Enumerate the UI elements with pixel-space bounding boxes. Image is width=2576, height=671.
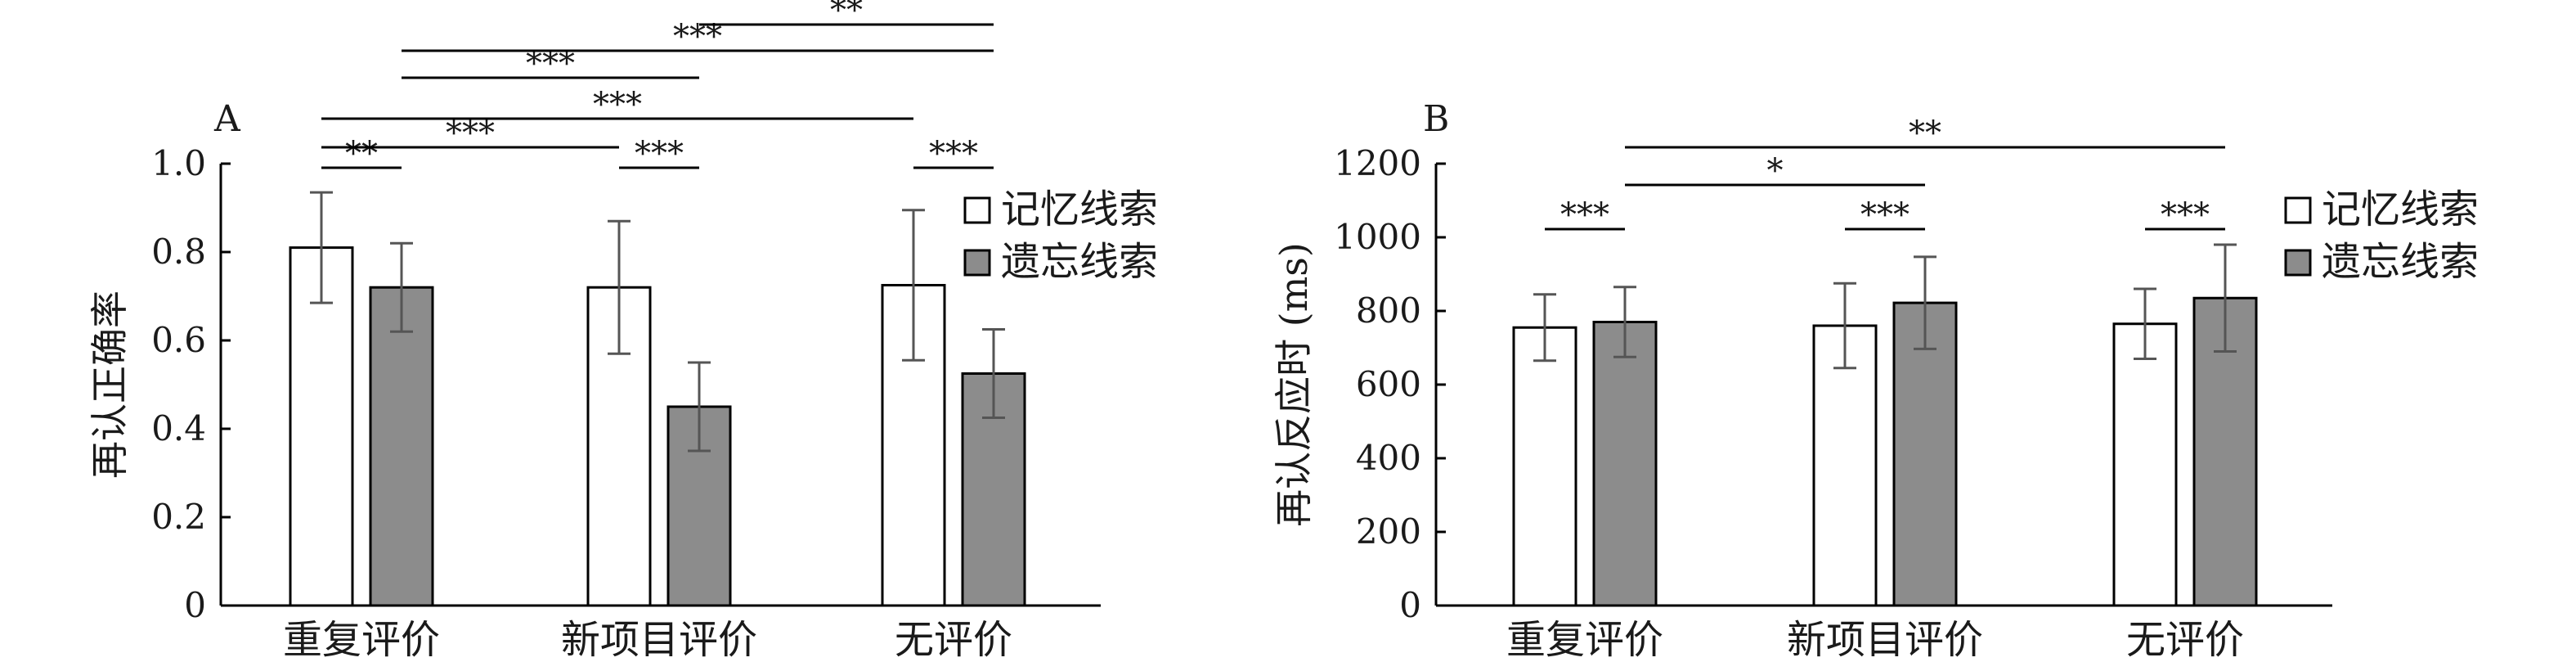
panel-b-significance-label: *** <box>1860 196 1910 234</box>
panel-a-bar <box>961 372 1026 607</box>
panel-a-bar <box>289 246 354 607</box>
panel-a-x-category-label: 无评价 <box>895 617 1012 663</box>
panel-b-significance-label: *** <box>2161 196 2210 234</box>
panel-b-legend-label: 记忆线索 <box>2322 187 2479 232</box>
panel-b-y-tick-label: 1000 <box>1334 217 1421 257</box>
panel-a-y-tick-label: 0.6 <box>151 320 206 360</box>
panel-b-y-tick-label: 1200 <box>1334 143 1421 183</box>
panel-a-y-tick-label: 0 <box>184 585 206 625</box>
panel-a-y-axis-title: 再认正确率 <box>88 290 132 479</box>
panel-b-bar <box>1892 301 1958 607</box>
panel-a-y-tick-label: 0.4 <box>151 408 206 448</box>
panel-b-y-tick-label: 600 <box>1356 364 1421 404</box>
panel-a-significance-label: ** <box>830 0 863 29</box>
panel-b-legend-label: 遗忘线索 <box>2322 239 2479 285</box>
panel-b-significance-label: ** <box>1909 115 1941 152</box>
panel-a-label: A <box>213 98 241 140</box>
panel-a-significance-label: *** <box>446 115 495 152</box>
panel-b-x-category-label: 新项目评价 <box>1787 617 1983 663</box>
panel-a-x-category-label: 重复评价 <box>283 617 440 663</box>
panel-a-bar <box>369 286 434 607</box>
panel-b-significance-label: *** <box>1560 196 1609 234</box>
panel-a-y-tick-label: 0.8 <box>151 232 206 272</box>
panel-b-bar <box>1812 324 1878 607</box>
panel-b-y-tick-label: 0 <box>1399 585 1421 625</box>
panel-a-significance-label: *** <box>635 135 684 173</box>
panel-b-bar <box>1512 326 1577 607</box>
panel-a-significance-label: ** <box>345 135 378 173</box>
panel-a-legend-label: 记忆线索 <box>1001 187 1158 232</box>
panel-a-legend-swatch <box>963 249 991 277</box>
panel-b-y-tick-label: 200 <box>1356 511 1421 552</box>
panel-b-y-axis-title: 再认反应时 (ms) <box>1272 242 1316 527</box>
panel-a-legend-label: 遗忘线索 <box>1001 239 1158 285</box>
panel-a-legend-swatch <box>963 196 991 224</box>
panel-b-legend-swatch <box>2284 196 2312 224</box>
panel-b-chart: B 再认反应时 (ms) 0 200 400 600 800 1000 1200 重复评价 新项… <box>1272 98 2479 663</box>
panel-a-significance-label: *** <box>929 135 978 173</box>
panel-b-y-tick-label: 400 <box>1356 438 1421 478</box>
panel-a-y-tick-label: 0.2 <box>151 497 206 537</box>
panel-b-x-category-label: 重复评价 <box>1506 617 1663 663</box>
panel-a-significance-label: *** <box>593 86 642 124</box>
panel-b-bar <box>1592 321 1658 607</box>
panel-b-significance-label: * <box>1767 152 1784 190</box>
panel-a-x-category-label: 新项目评价 <box>561 617 757 663</box>
panel-b-x-category-label: 无评价 <box>2126 617 2244 663</box>
panel-a-bar <box>881 284 946 607</box>
panel-b-legend-swatch <box>2284 249 2312 277</box>
panel-a-y-tick-label: 1.0 <box>151 143 206 183</box>
panel-b-label: B <box>1423 98 1449 140</box>
panel-b-y-tick-label: 800 <box>1356 290 1421 331</box>
panel-b-bar <box>2112 322 2178 607</box>
